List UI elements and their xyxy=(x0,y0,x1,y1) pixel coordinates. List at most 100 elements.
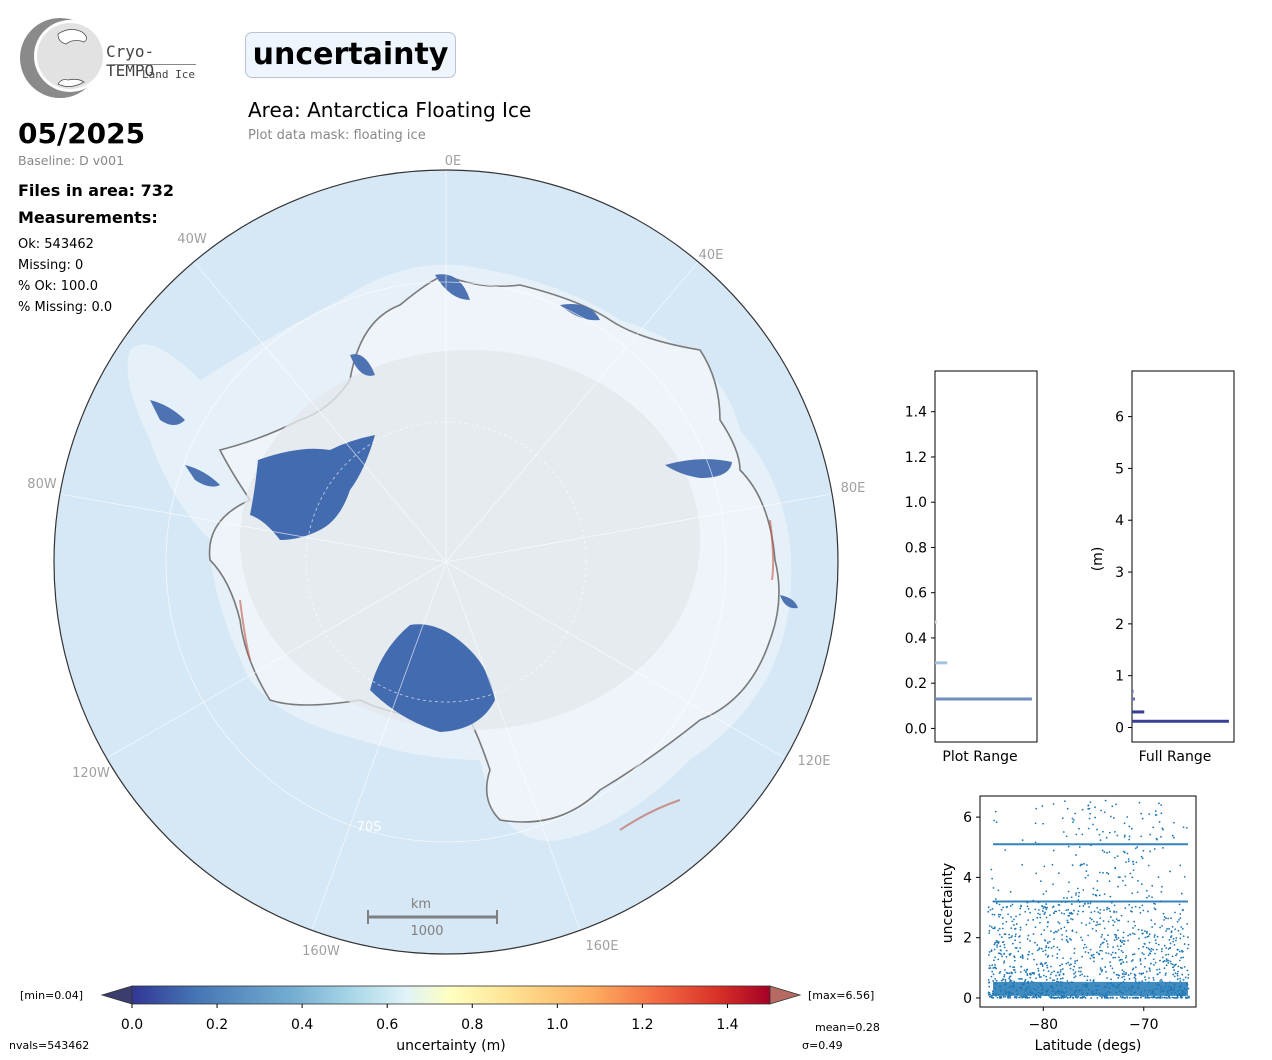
scatter-point xyxy=(1043,913,1046,915)
scatter-point xyxy=(1072,819,1075,821)
scatter-point xyxy=(1097,923,1099,926)
scatter-point xyxy=(1042,907,1045,910)
scatter-point xyxy=(1051,971,1053,974)
hist-plot-range-frame xyxy=(934,370,1038,743)
scatter-point xyxy=(1180,997,1183,999)
scatter-point xyxy=(1115,997,1118,999)
scatter-point xyxy=(1009,980,1011,983)
scatter-point xyxy=(1036,949,1039,952)
scatter-point xyxy=(1081,808,1084,811)
scatter-point xyxy=(1173,944,1176,946)
scatter-point xyxy=(1057,921,1060,923)
scatter-point xyxy=(1050,965,1052,968)
scatter-point xyxy=(1147,864,1150,867)
scatter-point xyxy=(1145,932,1148,934)
scatter-point xyxy=(1048,940,1051,943)
scatter-point xyxy=(988,951,991,953)
scatter-point xyxy=(1068,964,1071,967)
scatter-point xyxy=(1123,940,1126,942)
scatter-point xyxy=(1149,850,1152,853)
scatter-point xyxy=(1083,862,1085,865)
scatter-point xyxy=(1103,893,1106,896)
scatter-point xyxy=(1144,996,1147,999)
scatter-point xyxy=(1132,869,1135,872)
lat-label-70s: 70S xyxy=(357,820,382,835)
scatter-point xyxy=(1009,905,1012,907)
scatter-point xyxy=(1096,880,1099,882)
hist-plot-range-xlabel: Plot Range xyxy=(942,749,1017,765)
scatter-point xyxy=(1069,995,1072,998)
scatter-point xyxy=(1046,925,1049,928)
scatter-point xyxy=(1014,933,1017,936)
scatter-point xyxy=(1070,963,1072,966)
scatter-point xyxy=(1080,922,1083,924)
scatter-point xyxy=(1120,914,1123,917)
scatter-point xyxy=(1066,980,1069,982)
scatter-point xyxy=(1115,938,1118,941)
scatter-point xyxy=(1141,952,1144,954)
scatter-point xyxy=(1023,980,1026,983)
scatter-point xyxy=(1098,894,1101,897)
scatter-point xyxy=(1045,903,1048,905)
scatter-point xyxy=(1001,927,1004,930)
scatter-point xyxy=(1013,966,1016,969)
scatter-point xyxy=(998,952,1001,955)
scatter-point xyxy=(1131,959,1134,961)
scatter-latitude: 0 2 4 6 −80 −70 Latitude (degs) uncertainty xyxy=(940,795,1197,1054)
scatter-point xyxy=(1154,903,1156,905)
scatter-point xyxy=(1058,909,1061,912)
hist-full-range-tick-label: 2 xyxy=(1115,617,1124,633)
scatter-point xyxy=(1172,937,1175,940)
scatter-point xyxy=(1081,939,1084,942)
scatter-point xyxy=(988,929,991,932)
scatter-point xyxy=(1027,953,1029,956)
scatter-point xyxy=(1148,948,1151,951)
scatter-point xyxy=(988,981,991,984)
scatter-point xyxy=(1145,896,1148,899)
scatter-point xyxy=(1005,971,1008,974)
scatter-point xyxy=(1108,880,1111,883)
scatter-point xyxy=(1002,978,1005,981)
scatter-point xyxy=(1081,833,1084,836)
scatter-point xyxy=(1174,972,1177,975)
scatter-point xyxy=(1041,965,1044,967)
scatter-point xyxy=(1084,951,1087,953)
scatter-point xyxy=(1114,866,1116,869)
scatter-point xyxy=(1057,903,1060,906)
scatter-point xyxy=(1015,923,1018,925)
scatter-point xyxy=(1145,889,1148,892)
scatter-point xyxy=(1034,908,1037,911)
scatter-point xyxy=(997,889,1000,892)
colorbar-tick-label: 0.0 xyxy=(121,1017,143,1033)
hist-plot-range-tick-label: 1.2 xyxy=(905,450,927,466)
scatter-point xyxy=(1177,970,1179,973)
scatter-point xyxy=(1026,997,1029,999)
scatter-point xyxy=(993,948,996,951)
scatter-point xyxy=(1046,964,1048,967)
scatter-point xyxy=(1139,912,1142,914)
scatter-point xyxy=(1055,974,1057,977)
scatter-point xyxy=(1075,892,1078,895)
scatter-point xyxy=(1111,805,1114,808)
scatter-point xyxy=(1102,920,1105,922)
scatter-point xyxy=(1005,949,1008,952)
scatter-point xyxy=(1169,960,1172,963)
scatter-point xyxy=(1152,958,1155,961)
logo-divider xyxy=(110,64,196,65)
scatter-point xyxy=(1021,839,1024,842)
scatter-point xyxy=(1003,960,1006,963)
scatter-point xyxy=(1004,980,1007,982)
scatter-point xyxy=(1103,927,1106,930)
scatter-point xyxy=(1036,916,1039,919)
scatter-point xyxy=(1186,947,1189,950)
scatter-point xyxy=(1183,875,1186,878)
scatter-point xyxy=(988,932,991,934)
scatter-point xyxy=(1121,941,1123,944)
scatter-point xyxy=(1040,933,1043,936)
scatter-point xyxy=(1117,977,1120,979)
scatter-point xyxy=(1185,826,1188,829)
scatter-point xyxy=(1077,995,1080,998)
scatter-point xyxy=(1015,915,1017,918)
scatter-point xyxy=(1123,943,1125,946)
scatter-point xyxy=(1020,905,1023,908)
